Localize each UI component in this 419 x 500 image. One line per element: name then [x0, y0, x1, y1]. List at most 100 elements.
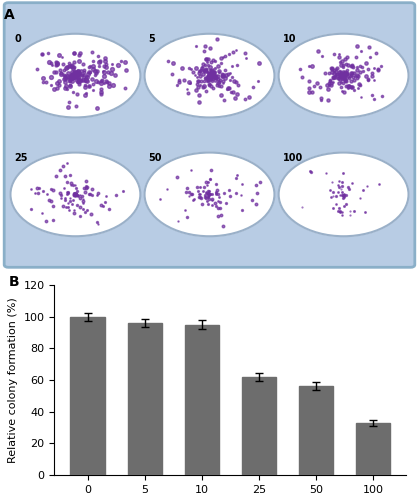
Point — [309, 62, 316, 70]
Point — [321, 68, 328, 76]
Point — [336, 183, 342, 191]
Point — [91, 71, 98, 79]
Point — [176, 78, 182, 86]
Point — [335, 80, 342, 88]
Text: A: A — [4, 8, 15, 22]
Point — [86, 82, 93, 90]
Point — [72, 192, 79, 200]
Point — [186, 188, 192, 196]
Point — [203, 58, 210, 66]
Point — [71, 58, 78, 66]
Point — [63, 82, 70, 90]
Y-axis label: Relative colony formation (%): Relative colony formation (%) — [8, 297, 18, 463]
Point — [82, 73, 89, 81]
Point — [57, 194, 64, 202]
Point — [65, 206, 72, 214]
Point — [77, 194, 83, 202]
Point — [339, 182, 345, 190]
Point — [80, 205, 87, 213]
Point — [71, 191, 78, 199]
Point — [40, 78, 47, 86]
Point — [94, 67, 101, 75]
Point — [340, 72, 347, 80]
Point — [99, 202, 106, 210]
Point — [214, 35, 221, 43]
Point — [88, 74, 95, 82]
Point — [204, 198, 210, 205]
Point — [27, 185, 34, 193]
Point — [213, 74, 220, 82]
Point — [365, 65, 372, 73]
Point — [298, 72, 305, 80]
Point — [210, 72, 217, 80]
Text: 10: 10 — [283, 34, 296, 44]
Point — [305, 88, 312, 96]
Point — [76, 80, 83, 88]
Point — [199, 60, 206, 68]
Point — [215, 72, 221, 80]
Point — [331, 73, 338, 81]
Point — [220, 77, 227, 85]
Point — [71, 62, 78, 70]
Point — [345, 84, 352, 92]
Point — [62, 203, 69, 211]
Point — [68, 72, 75, 80]
Point — [226, 68, 233, 76]
Point — [336, 52, 343, 60]
Point — [221, 190, 228, 198]
Point — [204, 189, 211, 197]
Point — [80, 184, 87, 192]
Point — [329, 204, 336, 212]
Point — [71, 74, 78, 82]
Point — [215, 79, 222, 87]
Point — [70, 72, 77, 80]
Point — [341, 190, 347, 198]
Point — [341, 88, 348, 96]
Point — [357, 194, 364, 202]
Point — [75, 192, 81, 200]
Point — [102, 198, 109, 206]
Point — [106, 82, 113, 90]
Point — [86, 62, 93, 70]
Point — [336, 177, 342, 185]
Point — [219, 72, 225, 80]
Point — [206, 72, 213, 80]
Point — [77, 76, 83, 84]
Point — [246, 93, 253, 101]
Point — [66, 78, 72, 86]
Point — [81, 66, 88, 74]
Point — [327, 186, 334, 194]
Text: B: B — [9, 276, 19, 289]
Point — [102, 57, 109, 65]
Point — [206, 195, 212, 203]
Point — [67, 194, 73, 202]
Point — [336, 70, 342, 78]
Point — [253, 180, 259, 188]
Point — [69, 70, 75, 78]
Point — [73, 69, 80, 77]
Point — [94, 192, 101, 200]
Point — [217, 198, 224, 206]
Point — [70, 68, 77, 76]
Point — [339, 60, 346, 68]
Point — [311, 82, 318, 90]
Point — [70, 70, 77, 78]
Point — [169, 70, 176, 78]
Point — [184, 88, 191, 96]
Point — [62, 74, 69, 82]
Point — [362, 59, 369, 67]
Point — [347, 62, 354, 70]
Point — [357, 68, 363, 76]
Point — [106, 78, 112, 86]
Point — [122, 84, 128, 92]
Point — [176, 76, 182, 84]
Point — [198, 194, 204, 202]
Point — [366, 44, 372, 52]
Point — [101, 54, 108, 62]
Point — [64, 84, 71, 92]
Point — [362, 208, 369, 216]
Point — [216, 194, 222, 202]
Point — [76, 69, 83, 77]
Point — [191, 194, 197, 202]
Point — [338, 61, 344, 69]
